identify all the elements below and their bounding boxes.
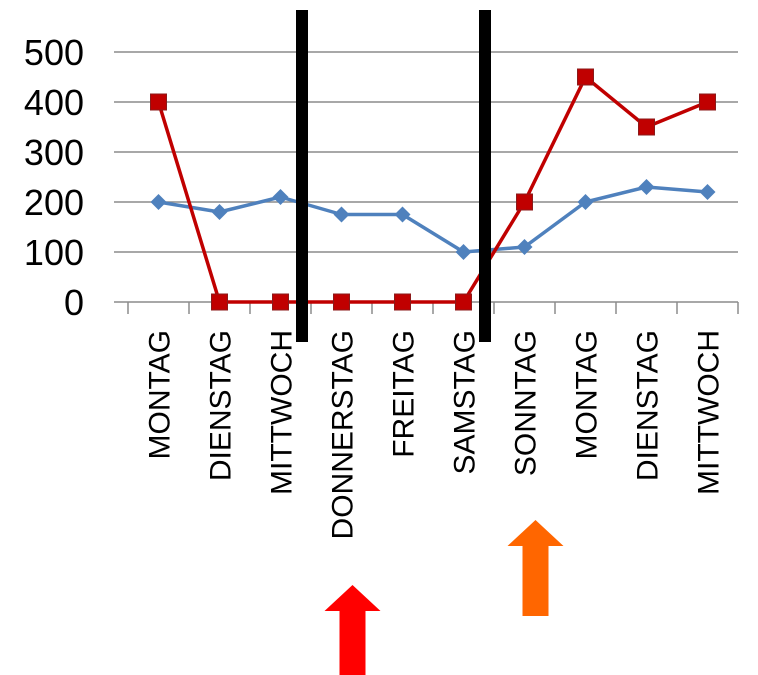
data-point xyxy=(272,293,289,311)
series-line xyxy=(156,75,709,304)
x-tick-label: FREITAG xyxy=(388,330,421,458)
data-point xyxy=(638,118,655,136)
x-tick-label: MONTAG xyxy=(571,330,604,459)
data-series xyxy=(150,68,716,311)
data-point xyxy=(394,293,411,311)
y-tick-label: 0 xyxy=(64,282,84,323)
x-tick-label: DIENSTAG xyxy=(632,330,665,481)
annotations xyxy=(296,10,564,675)
x-tick-label: SAMSTAG xyxy=(449,330,482,474)
x-tick-label: SONNTAG xyxy=(510,330,543,476)
vertical-marker-bar xyxy=(296,10,308,342)
data-point xyxy=(699,93,716,111)
y-tick-label: 300 xyxy=(24,132,84,173)
data-point xyxy=(577,68,594,86)
data-point xyxy=(272,189,289,205)
data-point xyxy=(394,206,411,223)
up-arrow-icon xyxy=(324,585,381,675)
x-axis: MONTAG DIENSTAG MITTWOCH DONNERSTAG FREITAG S… xyxy=(127,302,739,539)
data-point xyxy=(211,204,228,220)
y-tick-label: 500 xyxy=(24,32,84,73)
up-arrow-icon xyxy=(507,520,564,616)
x-tick-label: DIENSTAG xyxy=(205,330,238,481)
gridlines xyxy=(114,51,738,303)
y-tick-label: 200 xyxy=(24,182,84,223)
x-tick-label: MITTWOCH xyxy=(266,330,299,495)
y-tick-label: 100 xyxy=(24,232,84,273)
data-point xyxy=(150,194,167,210)
data-point xyxy=(455,244,472,260)
vertical-marker-bar xyxy=(479,10,491,342)
data-point xyxy=(638,179,655,195)
data-point xyxy=(211,293,228,311)
data-point xyxy=(699,184,716,200)
data-point xyxy=(516,239,533,255)
y-tick-label: 400 xyxy=(24,82,84,123)
data-point xyxy=(516,193,533,211)
data-point xyxy=(333,293,350,311)
x-tick-label: MONTAG xyxy=(144,330,177,459)
data-point xyxy=(333,206,350,223)
data-point xyxy=(150,93,167,111)
x-tick-label: MITTWOCH xyxy=(693,330,726,495)
data-point xyxy=(577,194,594,210)
x-tick-label: DONNERSTAG xyxy=(327,330,360,539)
data-point xyxy=(455,293,472,311)
series-line xyxy=(158,185,708,254)
y-axis-tick-labels: 0 100 200 300 400 500 xyxy=(24,32,84,323)
